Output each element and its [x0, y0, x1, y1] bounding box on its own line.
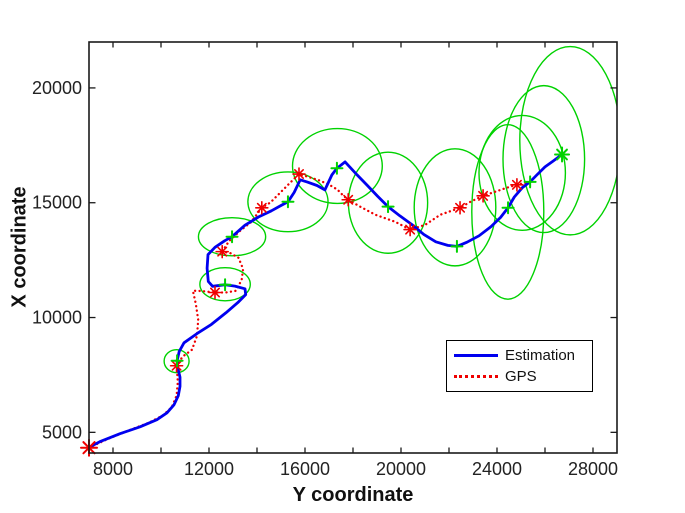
y-tick-label: 20000: [32, 78, 82, 98]
gps-asterisk-marker: [208, 285, 222, 300]
estimation-plus-marker: [281, 195, 295, 209]
y-tick-label: 10000: [32, 308, 82, 328]
legend-item-gps: GPS: [454, 369, 585, 384]
x-tick-label: 16000: [280, 459, 330, 479]
uncertainty-ellipse: [197, 216, 267, 257]
uncertainty-ellipse: [413, 148, 497, 267]
x-tick-label: 24000: [472, 459, 522, 479]
gps-asterisk-marker: [476, 189, 490, 203]
uncertainty-ellipse: [291, 127, 383, 205]
uncertainty-ellipse: [519, 45, 617, 236]
legend-label-gps: GPS: [505, 368, 537, 386]
estimation-plus-marker: [450, 239, 464, 253]
estimation-plus-marker: [523, 175, 537, 189]
estimation-plus-marker: [381, 200, 395, 214]
legend-box: Estimation GPS: [446, 340, 593, 392]
x-tick-label: 28000: [568, 459, 618, 479]
gps-asterisk-marker: [292, 167, 306, 181]
axis-ticks: [89, 42, 617, 453]
estimation-end-star-marker: [554, 146, 571, 163]
x-tick-label: 12000: [184, 459, 234, 479]
uncertainty-ellipse: [163, 348, 190, 374]
y-tick-label: 15000: [32, 193, 82, 213]
gps-asterisk-marker: [341, 192, 356, 207]
x-axis-label: Y coordinate: [292, 484, 414, 506]
gps-asterisk-marker: [215, 244, 229, 259]
gps-asterisk-marker: [403, 222, 417, 237]
estimation-trajectory-line: [89, 153, 564, 449]
y-tick-label: 5000: [42, 422, 82, 442]
uncertainty-ellipse: [199, 267, 251, 302]
legend-label-estimation: Estimation: [505, 346, 576, 364]
estimation-plus-marker: [501, 201, 515, 215]
gps-asterisk-marker: [453, 200, 467, 215]
estimation-plus-marker: [170, 354, 184, 368]
estimation-plus-marker: [330, 161, 344, 175]
uncertainty-ellipse: [247, 171, 329, 233]
marker-layer: [80, 146, 571, 457]
estimation-plus-marker: [218, 278, 232, 292]
estimation-plus-marker: [225, 230, 239, 244]
uncertainty-ellipse: [502, 84, 586, 234]
gps-asterisk-marker: [510, 178, 524, 192]
x-tick-label: 20000: [376, 459, 426, 479]
legend-item-estimation: Estimation: [454, 348, 585, 363]
gps-asterisk-marker: [255, 200, 269, 215]
y-axis-label: X coordinate: [8, 186, 31, 308]
estimation-line-sample: [454, 353, 498, 357]
gps-trajectory-line: [89, 172, 535, 449]
gps-line-sample: [454, 375, 498, 379]
tick-labels: 8000 12000 16000 20000 24000 28000 5000 10000 15…: [32, 78, 618, 479]
x-tick-label: 8000: [93, 459, 133, 479]
